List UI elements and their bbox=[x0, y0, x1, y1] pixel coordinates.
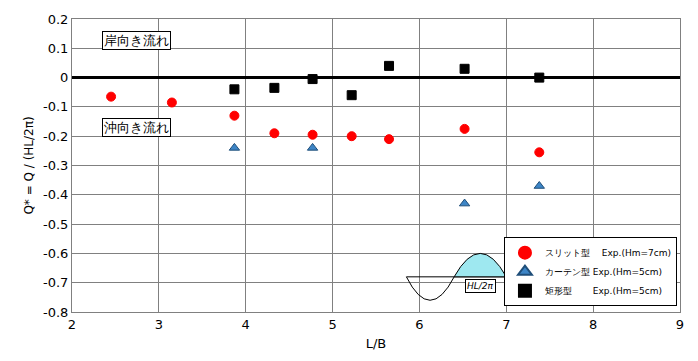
svg-text:-0.2: -0.2 bbox=[43, 129, 68, 144]
svg-text:-0.8: -0.8 bbox=[43, 305, 68, 320]
svg-text:岸向き流れ: 岸向き流れ bbox=[104, 33, 169, 48]
svg-text:5: 5 bbox=[328, 317, 336, 332]
svg-text:Q* = Q / (HL/2π): Q* = Q / (HL/2π) bbox=[22, 116, 36, 214]
svg-text:-0.4: -0.4 bbox=[43, 187, 68, 202]
svg-text:3: 3 bbox=[155, 317, 163, 332]
svg-text:沖向き流れ: 沖向き流れ bbox=[104, 120, 169, 135]
svg-text:-0.3: -0.3 bbox=[43, 158, 68, 173]
svg-text:カーテン型 Exp.(Hm=5cm): カーテン型 Exp.(Hm=5cm) bbox=[545, 267, 662, 277]
svg-text:スリット型 Exp.(Hm=7cm): スリット型 Exp.(Hm=7cm) bbox=[545, 248, 671, 258]
svg-text:L/B: L/B bbox=[366, 336, 387, 351]
svg-text:0.2: 0.2 bbox=[48, 12, 69, 27]
svg-text:6: 6 bbox=[415, 317, 423, 332]
svg-text:-0.5: -0.5 bbox=[43, 217, 68, 232]
svg-text:9: 9 bbox=[676, 317, 684, 332]
svg-text:7: 7 bbox=[502, 317, 510, 332]
svg-text:-0.7: -0.7 bbox=[43, 275, 68, 290]
svg-text:-0.1: -0.1 bbox=[43, 99, 68, 114]
svg-text:0.1: 0.1 bbox=[48, 41, 69, 56]
svg-text:4: 4 bbox=[242, 317, 250, 332]
svg-text:8: 8 bbox=[589, 317, 597, 332]
svg-text:2: 2 bbox=[68, 317, 76, 332]
svg-text:-0.6: -0.6 bbox=[43, 246, 68, 261]
svg-text:矩形型 Exp.(Hm=5cm): 矩形型 Exp.(Hm=5cm) bbox=[545, 286, 662, 296]
svg-text:HL/2π: HL/2π bbox=[467, 281, 494, 291]
svg-text:0: 0 bbox=[60, 70, 68, 85]
